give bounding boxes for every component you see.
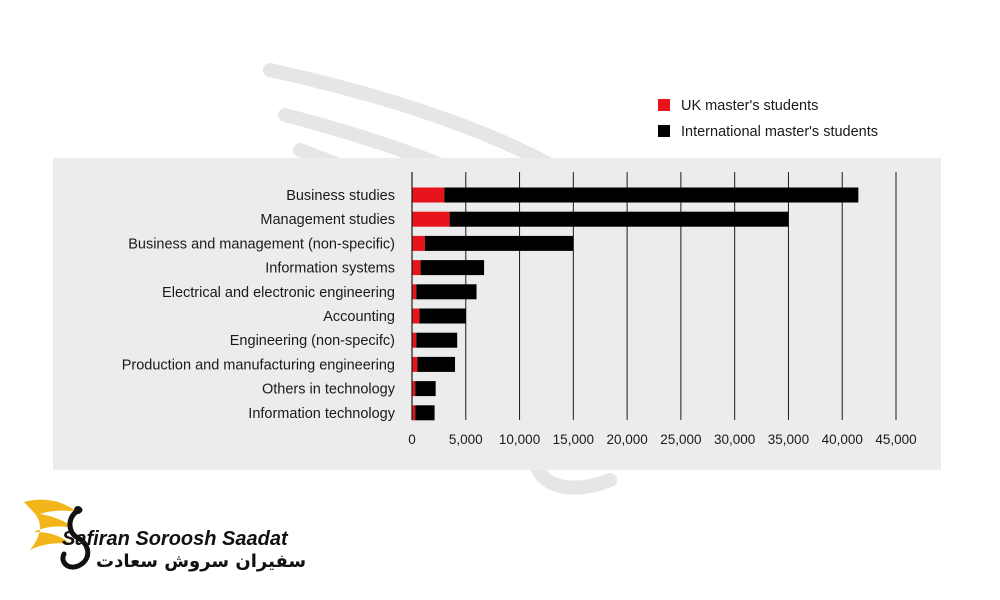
x-tick-label: 15,000 [553,432,594,447]
legend: UK master's students International maste… [658,98,878,140]
bar-international [415,405,435,421]
bar-international [417,356,456,372]
bar-uk [412,308,420,324]
bar-international [419,308,466,324]
legend-swatch-international [658,125,670,137]
bar-uk [412,405,416,421]
bar-international [449,211,789,227]
x-tick-label: 0 [408,432,416,447]
x-tick-label: 40,000 [822,432,863,447]
chart-panel: Business studies Management studies Busine… [53,158,941,470]
legend-swatch-uk [658,99,670,111]
x-tick-label: 20,000 [606,432,647,447]
x-tick-label: 25,000 [660,432,701,447]
category-label: Business and management (non-specific) [128,236,395,252]
logo-name-english: Safiran Soroosh Saadat [62,528,288,550]
logo-icon [24,499,91,570]
bar-international [444,187,859,203]
bar-uk [412,211,450,227]
bar-international [416,284,477,300]
category-label: Production and manufacturing engineering [122,357,395,373]
category-label: Engineering (non-specifc) [230,333,395,349]
category-label: Accounting [323,309,395,325]
bar-international [420,260,485,276]
bar-chart: Business studies Management studies Busine… [122,172,917,447]
bar-uk [412,260,421,276]
x-tick-label: 45,000 [875,432,916,447]
bar-uk [412,356,418,372]
legend-label-uk: UK master's students [681,98,818,114]
bar-uk [412,381,416,397]
x-tick-label: 30,000 [714,432,755,447]
bar-international [415,381,436,397]
category-label: Electrical and electronic engineering [162,285,395,301]
legend-label-international: International master's students [681,124,878,140]
x-tick-label: 5,000 [449,432,483,447]
category-label: Information technology [248,406,395,422]
category-label: Management studies [260,212,395,228]
bar-uk [412,284,417,300]
category-label: Information systems [265,261,395,277]
bar-uk [412,235,425,251]
bar-international [416,332,458,348]
bar-international [424,235,574,251]
x-tick-label: 10,000 [499,432,540,447]
category-label: Others in technology [262,382,396,398]
bar-uk [412,187,445,203]
logo-name-persian: سفیران سروش سعادت [96,551,307,572]
category-label: Business studies [286,188,395,204]
bar-uk [412,332,417,348]
x-tick-label: 35,000 [768,432,809,447]
